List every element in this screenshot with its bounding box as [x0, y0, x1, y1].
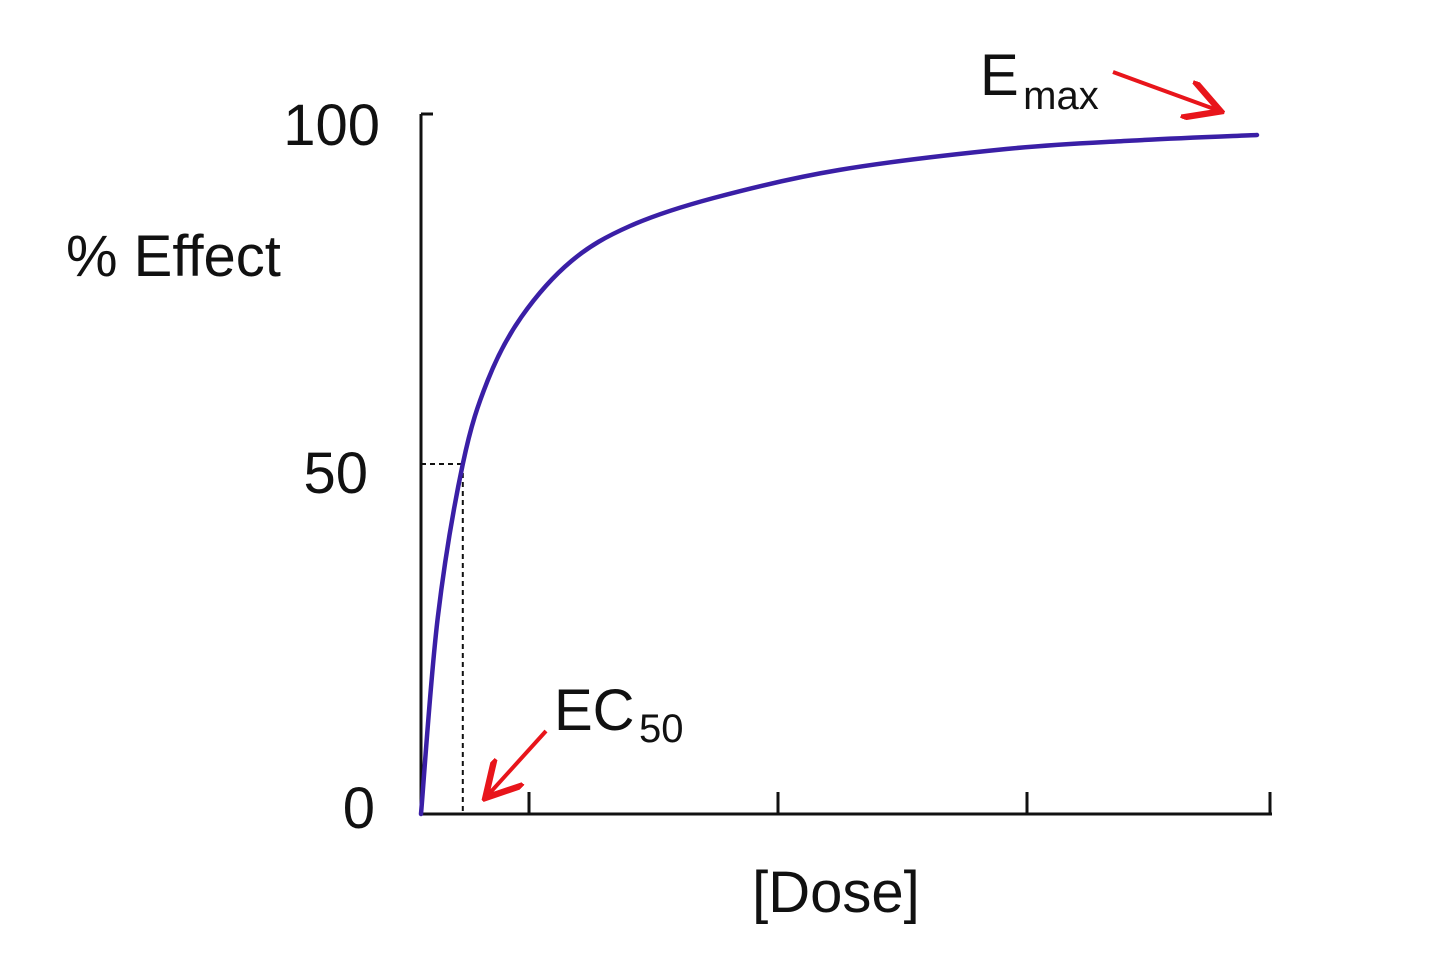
y-tick-label-0: 0 [343, 776, 375, 841]
ec50-label-main: EC [554, 678, 635, 743]
ec50-label: EC 50 [554, 678, 684, 751]
dose-response-curve [418, 132, 1260, 817]
emax-label: E max [980, 43, 1099, 118]
emax-label-main: E [980, 43, 1019, 108]
x-axis-label: [Dose] [752, 860, 920, 925]
emax-label-sub: max [1023, 74, 1099, 118]
ec50-arrow [488, 729, 548, 795]
y-axis-label: % Effect [66, 224, 281, 289]
ec50-label-sub: 50 [639, 707, 684, 751]
y-tick-label-100: 100 [283, 93, 380, 158]
emax-arrow [1112, 70, 1217, 110]
y-tick-label-50: 50 [303, 441, 368, 506]
